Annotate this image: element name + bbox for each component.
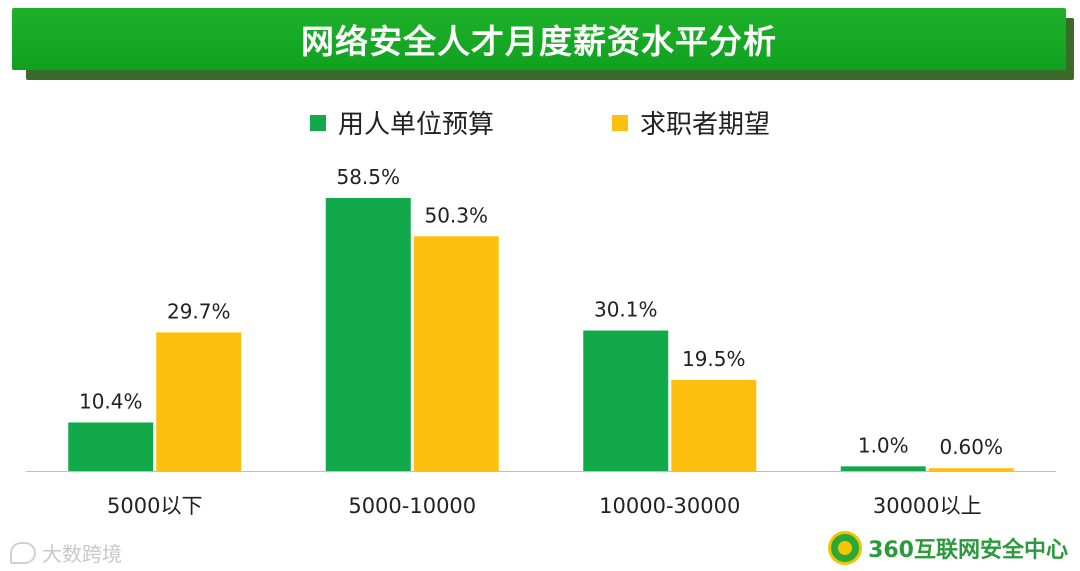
bar-s1-3 <box>928 468 1014 471</box>
legend-label-expectation: 求职者期望 <box>640 110 771 140</box>
legend-label-budget: 用人单位预算 <box>337 110 494 140</box>
data-label-s0-3: 1.0% <box>858 433 909 457</box>
logo: 360互联网安全中心 <box>828 531 1068 565</box>
bar-s1-0 <box>156 332 242 471</box>
category-label-3: 30000以上 <box>873 494 982 518</box>
bar-s0-0 <box>68 422 154 471</box>
legend-swatch-green <box>309 114 326 131</box>
data-label-s0-0: 10.4% <box>79 389 143 413</box>
bar-s1-2 <box>671 380 757 471</box>
data-label-s1-3: 0.60% <box>939 435 1003 459</box>
data-label-s1-0: 29.7% <box>167 299 231 323</box>
legend-item-expectation: 求职者期望 <box>612 104 770 141</box>
data-label-s0-2: 30.1% <box>594 298 658 322</box>
data-label-s1-2: 19.5% <box>682 347 746 371</box>
bar-s0-3 <box>840 466 926 471</box>
category-label-0: 5000以下 <box>107 494 202 518</box>
title-banner: 网络安全人才月度薪资水平分析 <box>12 8 1066 70</box>
bar-s0-2 <box>583 330 669 471</box>
data-label-s0-1: 58.5% <box>336 165 400 189</box>
watermark: 大数跨境 <box>10 538 122 567</box>
chat-bubble-icon <box>10 541 36 564</box>
shield-logo-icon <box>828 531 863 565</box>
legend: 用人单位预算 求职者期望 <box>0 104 1080 141</box>
category-label-2: 10000-30000 <box>599 494 740 518</box>
data-label-s1-1: 50.3% <box>424 203 488 227</box>
logo-text: 360互联网安全中心 <box>868 538 1068 563</box>
category-label-1: 5000-10000 <box>348 494 476 518</box>
legend-swatch-yellow <box>612 114 628 131</box>
legend-item-budget: 用人单位预算 <box>309 104 494 141</box>
bar-s0-1 <box>325 198 411 471</box>
watermark-text: 大数跨境 <box>42 542 122 566</box>
chart-title: 网络安全人才月度薪资水平分析 <box>301 22 777 61</box>
bar-s1-1 <box>413 236 499 471</box>
